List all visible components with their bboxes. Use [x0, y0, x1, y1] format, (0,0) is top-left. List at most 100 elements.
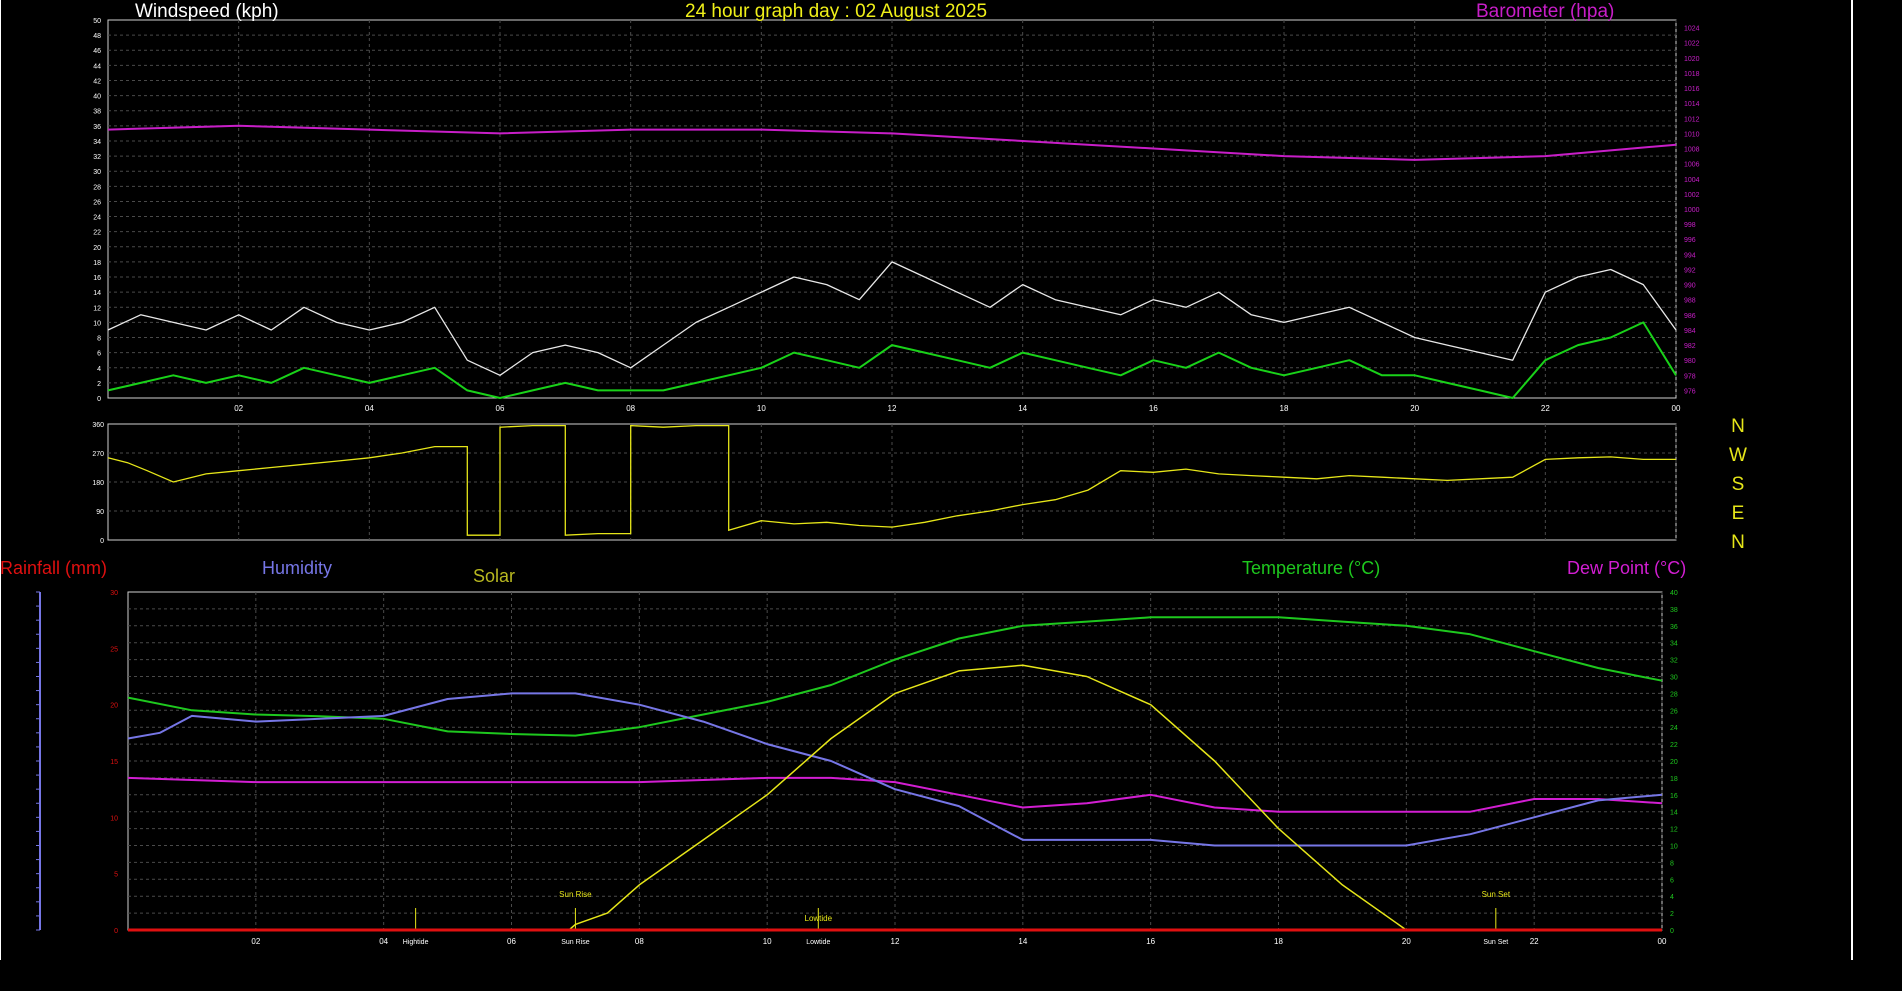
wind-y-tick: 34	[93, 139, 101, 146]
wind-y-tick: 8	[97, 336, 101, 343]
direction-y-tick: 0	[100, 538, 104, 545]
wind-y-tick: 22	[93, 230, 101, 237]
temperature-y-tick: 28	[1670, 691, 1678, 698]
dewpoint-axis-title: Dew Point (°C)	[1567, 558, 1686, 578]
windspeed-line	[107, 261, 1677, 376]
temperature-x-tick: 08	[635, 937, 644, 946]
wind-y-tick: 16	[93, 275, 101, 282]
temperature-y-tick: 6	[1670, 877, 1674, 884]
temperature-x-tick: 10	[763, 937, 772, 946]
compass-label: N	[1731, 532, 1745, 553]
baro-y-tick: 1014	[1684, 101, 1700, 108]
wind-x-tick: 20	[1410, 404, 1419, 413]
direction-y-tick: 180	[92, 480, 104, 487]
temperature-y-tick: 16	[1670, 793, 1678, 800]
right-border-line	[1851, 0, 1853, 960]
annotation-label: Sun Set	[1483, 939, 1508, 946]
wind-y-tick: 4	[97, 366, 101, 373]
temperature-x-tick: 04	[379, 937, 388, 946]
wind-x-tick: 22	[1541, 404, 1550, 413]
temperature-y-tick: 18	[1670, 776, 1678, 783]
wind-y-tick: 30	[93, 169, 101, 176]
baro-y-tick: 1016	[1684, 86, 1700, 93]
wind-x-tick: 04	[365, 404, 374, 413]
series-layer	[107, 124, 1677, 932]
compass-label: S	[1732, 474, 1745, 495]
wind-y-tick: 14	[93, 290, 101, 297]
wind-x-tick: 14	[1018, 404, 1027, 413]
temperature-line	[127, 616, 1663, 737]
temperature-x-tick: 22	[1530, 937, 1539, 946]
baro-y-tick: 1022	[1684, 41, 1700, 48]
annotation-label: Lowtide	[806, 939, 830, 946]
wind-y-tick: 26	[93, 199, 101, 206]
baro-y-tick: 990	[1684, 283, 1696, 290]
temperature-y-tick: 10	[1670, 844, 1678, 851]
rainfall-y-tick: 15	[110, 759, 118, 766]
baro-y-tick: 1024	[1684, 26, 1700, 33]
rainfall-axis-title: Rainfall (mm)	[0, 558, 107, 578]
temperature-x-tick: 16	[1146, 937, 1155, 946]
wind-y-tick: 42	[93, 78, 101, 85]
temperature-x-tick: 20	[1402, 937, 1411, 946]
temperature-y-tick: 14	[1670, 810, 1678, 817]
temperature-y-tick: 24	[1670, 725, 1678, 732]
temperature-y-tick: 26	[1670, 708, 1678, 715]
baro-y-tick: 1012	[1684, 116, 1700, 123]
baro-y-tick: 976	[1684, 388, 1696, 395]
temperature-y-tick: 38	[1670, 607, 1678, 614]
temperature-y-tick: 34	[1670, 641, 1678, 648]
baro-y-tick: 984	[1684, 328, 1696, 335]
compass-label: N	[1731, 416, 1745, 437]
rainfall-y-tick: 25	[110, 646, 118, 653]
windspeed-axis-title: Windspeed (kph)	[135, 1, 279, 22]
baro-y-tick: 980	[1684, 358, 1696, 365]
chart-title: 24 hour graph day : 02 August 2025	[685, 1, 987, 22]
baro-y-tick: 1006	[1684, 162, 1700, 169]
grid-layer	[36, 19, 1677, 931]
left-border-line	[0, 0, 1, 960]
wind-y-tick: 10	[93, 320, 101, 327]
barometer-line	[107, 124, 1677, 161]
temperature-x-tick: 18	[1274, 937, 1283, 946]
temperature-x-tick: 12	[891, 937, 900, 946]
annotation-label: Hightide	[403, 939, 429, 946]
temperature-x-tick: 06	[507, 937, 516, 946]
wind-y-tick: 36	[93, 124, 101, 131]
temperature-x-tick: 02	[251, 937, 260, 946]
wind-y-tick: 12	[93, 305, 101, 312]
wind-x-tick: 10	[757, 404, 766, 413]
baro-y-tick: 1004	[1684, 177, 1700, 184]
compass-label: E	[1732, 503, 1745, 524]
temperature-y-tick: 22	[1670, 742, 1678, 749]
rainfall-y-tick: 10	[110, 815, 118, 822]
temperature-x-tick: 00	[1658, 937, 1667, 946]
wind-y-tick: 40	[93, 94, 101, 101]
temperature-y-tick: 40	[1670, 590, 1678, 597]
rainfall-y-tick: 5	[114, 872, 118, 879]
wind-average-line	[107, 321, 1677, 399]
compass-label: W	[1729, 445, 1747, 466]
wind-x-tick: 12	[888, 404, 897, 413]
temperature-y-tick: 8	[1670, 860, 1674, 867]
baro-y-tick: 1008	[1684, 147, 1700, 154]
baro-y-tick: 996	[1684, 237, 1696, 244]
temperature-y-tick: 36	[1670, 624, 1678, 631]
wind-x-tick: 02	[234, 404, 243, 413]
temperature-y-tick: 0	[1670, 928, 1674, 935]
wind-y-tick: 24	[93, 215, 101, 222]
rainfall-y-tick: 0	[114, 928, 118, 935]
baro-y-tick: 1010	[1684, 131, 1700, 138]
wind-y-tick: 50	[93, 18, 101, 25]
wind-y-tick: 38	[93, 109, 101, 116]
baro-y-tick: 994	[1684, 252, 1696, 259]
wind-y-tick: 28	[93, 184, 101, 191]
wind-direction-line	[107, 424, 1676, 536]
wind-y-tick: 0	[97, 396, 101, 403]
wind-x-tick: 18	[1280, 404, 1289, 413]
temperature-axis-title: Temperature (°C)	[1242, 558, 1380, 578]
baro-y-tick: 1002	[1684, 192, 1700, 199]
baro-y-tick: 1020	[1684, 56, 1700, 63]
rainfall-y-tick: 30	[110, 590, 118, 597]
annotation-label-top: Sun Rise	[559, 890, 592, 899]
